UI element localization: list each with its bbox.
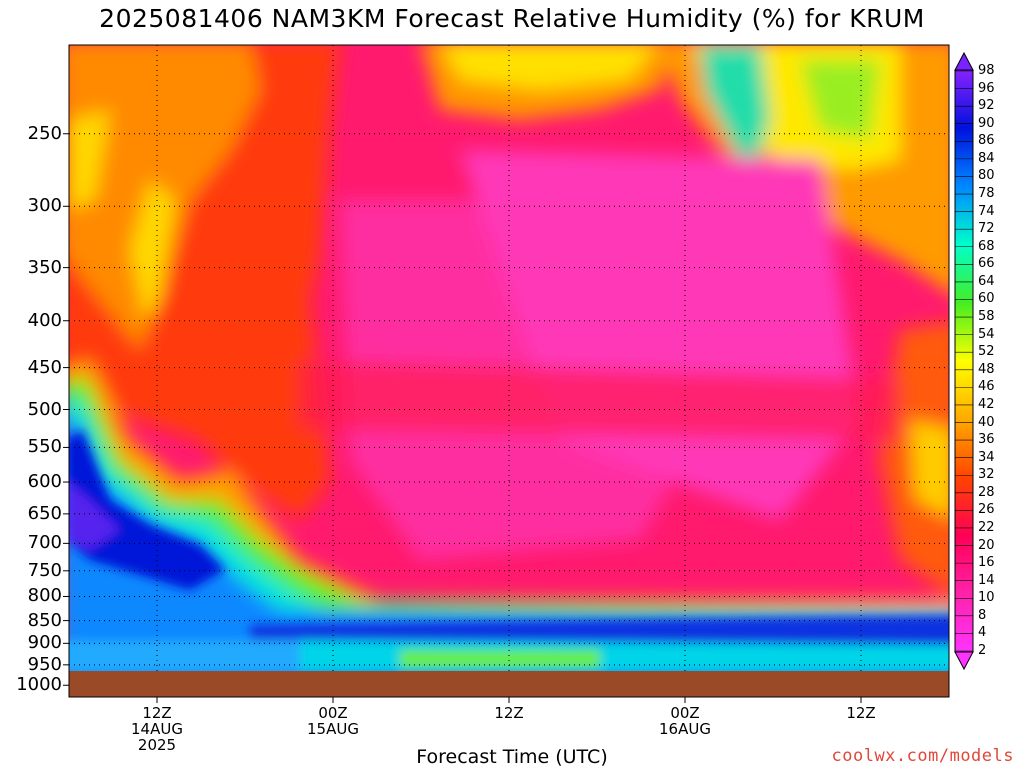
y-tick-label: 400 <box>27 309 62 331</box>
y-tick-label: 250 <box>27 122 62 144</box>
x-tick-label-line1: 12Z <box>494 704 524 722</box>
colorbar-label: 72 <box>978 221 995 237</box>
colorbar-label: 52 <box>978 344 995 360</box>
x-axis-title: Forecast Time (UTC) <box>416 746 608 768</box>
y-tick-label: 750 <box>27 559 62 581</box>
colorbar-label: 32 <box>978 467 995 483</box>
x-tick-label-line1: 00Z <box>318 704 348 722</box>
y-axis-ticks <box>63 133 69 686</box>
y-tick-label: 300 <box>27 195 62 217</box>
x-tick-label-line1: 12Z <box>846 704 876 722</box>
colorbar-label: 48 <box>978 361 995 377</box>
colorbar-label: 84 <box>978 150 995 166</box>
colorbar-label: 8 <box>978 607 987 623</box>
colorbar-label: 40 <box>978 414 995 430</box>
rh-field <box>69 45 949 697</box>
x-tick-label-line1: 12Z <box>142 704 172 722</box>
x-tick-label: 12Z 14AUG 2025 <box>117 705 197 753</box>
colorbar-label: 66 <box>978 256 995 272</box>
y-tick-label: 550 <box>27 436 62 458</box>
colorbar-label: 36 <box>978 432 995 448</box>
colorbar-label: 2 <box>978 643 987 658</box>
colorbar-label: 34 <box>978 449 995 465</box>
colorbar-label: 60 <box>978 291 995 307</box>
colorbar-label: 64 <box>978 273 995 289</box>
colorbar-label: 46 <box>978 379 995 395</box>
grid-lines <box>69 45 949 671</box>
x-tick-label-line2: 14AUG <box>131 720 183 738</box>
colorbar-bottom-arrow <box>954 651 974 671</box>
x-tick-label: 12Z <box>469 705 549 721</box>
y-tick-label: 1000 <box>16 674 62 696</box>
x-tick-label: 12Z <box>821 705 901 721</box>
colorbar-label: 92 <box>978 98 995 114</box>
colorbar-label: 74 <box>978 203 995 219</box>
colorbar-label: 20 <box>978 537 995 553</box>
colorbar-label: 42 <box>978 396 995 412</box>
colorbar-label: 28 <box>978 484 995 500</box>
x-tick-label: 00Z 16AUG <box>645 705 725 737</box>
x-tick-label-line2: 16AUG <box>659 720 711 738</box>
chart-title: 2025081406 NAM3KM Forecast Relative Humi… <box>99 4 925 33</box>
ground-fill <box>69 671 949 697</box>
colorbar-label: 78 <box>978 186 995 202</box>
y-tick-label: 650 <box>27 502 62 524</box>
colorbar-label: 80 <box>978 168 995 184</box>
y-tick-label: 900 <box>27 632 62 654</box>
y-tick-label: 500 <box>27 398 62 420</box>
colorbar-label: 16 <box>978 555 995 571</box>
colorbar-label: 68 <box>978 238 995 254</box>
colorbar-label: 26 <box>978 502 995 518</box>
x-axis-ticks <box>156 697 862 703</box>
x-tick-label-line3: 2025 <box>137 736 177 754</box>
colorbar-label: 90 <box>978 115 995 131</box>
colorbar-label: 10 <box>978 590 995 606</box>
y-tick-label: 350 <box>27 256 62 278</box>
y-tick-label: 950 <box>27 653 62 675</box>
colorbar-label: 14 <box>978 572 995 588</box>
y-tick-label: 700 <box>27 532 62 554</box>
x-tick-label: 00Z 15AUG <box>293 705 373 737</box>
y-tick-label: 800 <box>27 585 62 607</box>
colorbar <box>954 51 974 671</box>
y-tick-label: 600 <box>27 471 62 493</box>
y-tick-label: 850 <box>27 609 62 631</box>
watermark: coolwx.com/models <box>831 746 1014 766</box>
colorbar-label: 98 <box>978 63 995 78</box>
colorbar-label: 4 <box>978 625 987 641</box>
colorbar-label: 54 <box>978 326 995 342</box>
colorbar-label: 86 <box>978 133 995 149</box>
colorbar-label: 58 <box>978 309 995 325</box>
colorbar-label: 96 <box>978 80 995 96</box>
colorbar-top-arrow <box>954 51 974 71</box>
x-tick-label-line1: 00Z <box>670 704 700 722</box>
y-tick-label: 450 <box>27 356 62 378</box>
colorbar-label: 22 <box>978 519 995 535</box>
x-tick-label-line2: 15AUG <box>307 720 359 738</box>
